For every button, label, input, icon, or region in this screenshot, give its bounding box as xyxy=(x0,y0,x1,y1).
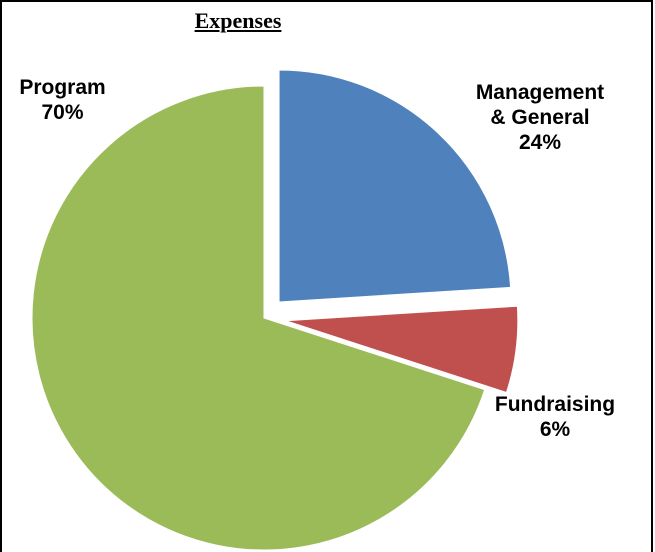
value-label: 24% xyxy=(518,131,562,154)
chart-title: Expenses xyxy=(194,8,282,33)
value-label: 70% xyxy=(41,101,84,124)
pie-slice xyxy=(31,85,486,551)
category-label: Program xyxy=(19,76,106,99)
slice-label: Management & General 24% xyxy=(440,80,640,155)
value-label: 6% xyxy=(539,418,571,441)
category-label: Management & General xyxy=(475,81,605,129)
slice-label: Program 70% xyxy=(0,75,125,125)
pie-slice xyxy=(285,305,519,394)
slice-label: Fundraising 6% xyxy=(470,392,640,442)
category-label: Fundraising xyxy=(494,393,616,416)
pie-slice xyxy=(278,69,512,303)
